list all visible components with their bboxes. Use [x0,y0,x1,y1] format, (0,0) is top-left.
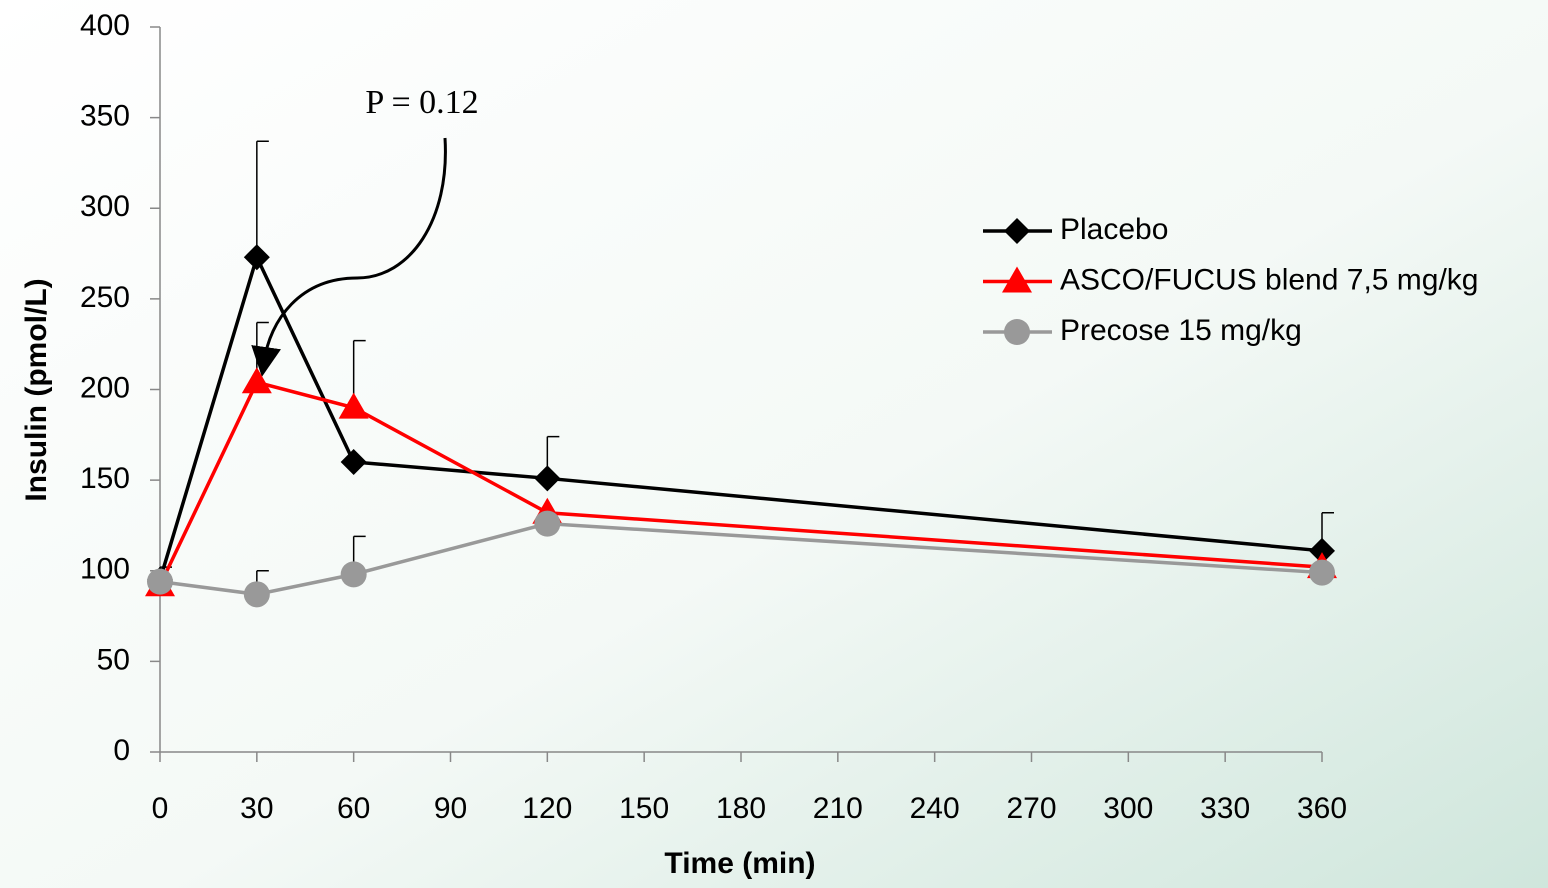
x-tick-label: 300 [1103,792,1153,825]
error-bar [256,140,269,258]
y-tick-label: 250 [80,281,130,314]
marker [243,581,270,608]
legend-label: ASCO/FUCUS blend 7,5 mg/kg [1060,263,1479,296]
x-tick-label: 270 [1006,792,1056,825]
marker [534,465,561,492]
marker [1309,537,1335,564]
annotation: P = 0.12 [365,84,478,121]
annotation-arrow [251,137,447,377]
y-tick-label: 0 [113,734,130,767]
x-tick-label: 180 [716,792,766,825]
x-tick-label: 90 [434,792,467,825]
x-tick-label: 120 [522,792,572,825]
marker [534,510,561,537]
marker [243,244,270,271]
y-axis-title: Insulin (pmol/L) [20,278,53,501]
x-tick-label: 330 [1200,792,1250,825]
legend-marker [1004,218,1030,244]
legend-marker [1002,266,1032,293]
y-tick-label: 100 [80,553,130,586]
marker [340,561,367,588]
y-tick-label: 50 [97,643,130,676]
y-tick-label: 200 [80,371,130,404]
marker [340,449,367,475]
y-tick-label: 150 [80,462,130,495]
x-axis-title: Time (min) [664,847,815,880]
x-tick-label: 30 [240,792,273,825]
y-tick-label: 350 [80,100,130,133]
x-tick-label: 150 [619,792,669,825]
legend-marker [1004,319,1030,345]
marker [147,568,173,595]
marker [338,392,369,419]
x-tick-label: 0 [152,792,169,825]
x-tick-label: 240 [910,792,960,825]
legend-label: Precose 15 mg/kg [1060,314,1302,347]
legend-label: Placebo [1060,213,1168,246]
x-tick-label: 210 [813,792,863,825]
x-tick-label: 60 [337,792,370,825]
x-tick-label: 360 [1297,792,1347,825]
y-tick-label: 300 [80,190,130,223]
marker [241,367,272,394]
marker [1309,559,1335,586]
y-tick-label: 400 [80,9,130,42]
